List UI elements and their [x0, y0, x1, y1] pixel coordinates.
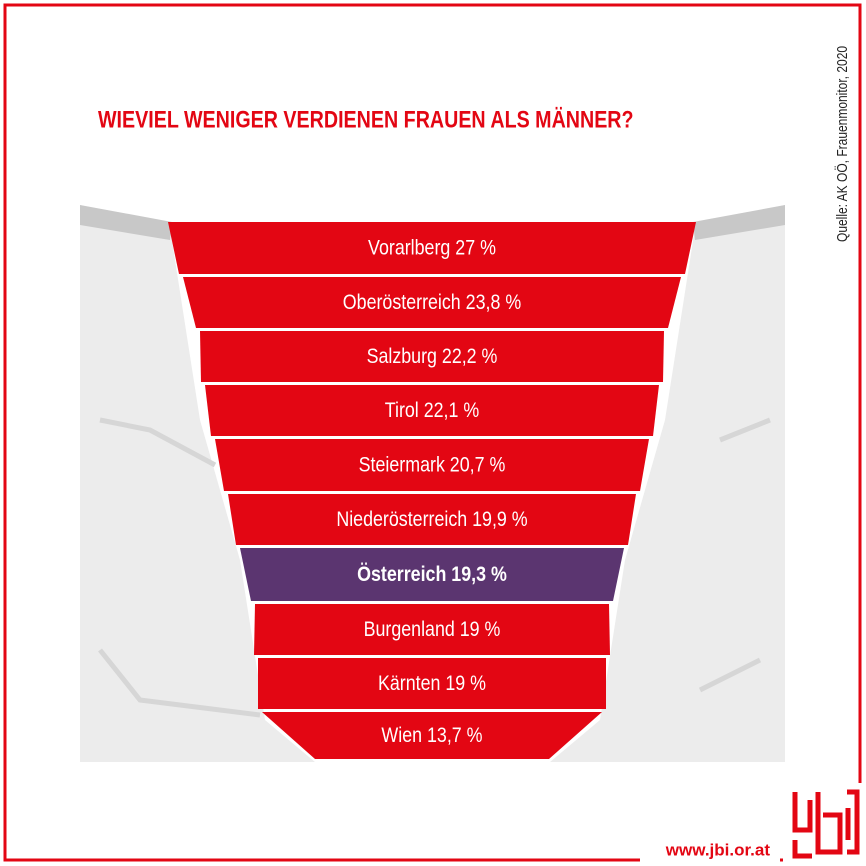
- funnel: Vorarlberg 27 % Oberösterreich 23,8 % Salz…: [168, 222, 696, 759]
- source: Quelle: AK OÖ, Frauenmonitor, 2020: [834, 46, 851, 242]
- row-label: Burgenland 19 %: [364, 618, 501, 642]
- row-band: [240, 548, 624, 601]
- row-band: [228, 494, 636, 545]
- row-band: [168, 222, 696, 274]
- row-band: [205, 385, 659, 436]
- logo: jbi: [0, 0, 2, 1]
- row-label: Oberösterreich 23,8 %: [343, 291, 521, 315]
- row-label: Österreich 19,3 %: [357, 562, 507, 587]
- frame: [3, 3, 862, 862]
- url-bg: [640, 836, 780, 864]
- row-label: Steiermark 20,7 %: [359, 453, 506, 477]
- row-band: [200, 331, 664, 382]
- row-band: [254, 604, 610, 655]
- row-band: [258, 658, 606, 709]
- row-label: Vorarlberg 27 %: [368, 236, 496, 260]
- row-band: [183, 277, 681, 328]
- logo-mark: [792, 789, 860, 859]
- rock-background: [80, 205, 785, 762]
- row-label: Niederösterreich 19,9 %: [336, 508, 527, 532]
- row-label: Wien 13,7 %: [381, 724, 482, 748]
- row-band: [262, 712, 602, 759]
- row-band: [215, 439, 649, 491]
- row-label: Tirol 22,1 %: [385, 399, 479, 423]
- title: WIEVIEL WENIGER VERDIENEN FRAUEN ALS MÄN…: [98, 105, 634, 132]
- row-label: Kärnten 19 %: [378, 672, 486, 696]
- url: www.jbi.or.at: [665, 840, 771, 859]
- row-label: Salzburg 22,2 %: [367, 345, 498, 369]
